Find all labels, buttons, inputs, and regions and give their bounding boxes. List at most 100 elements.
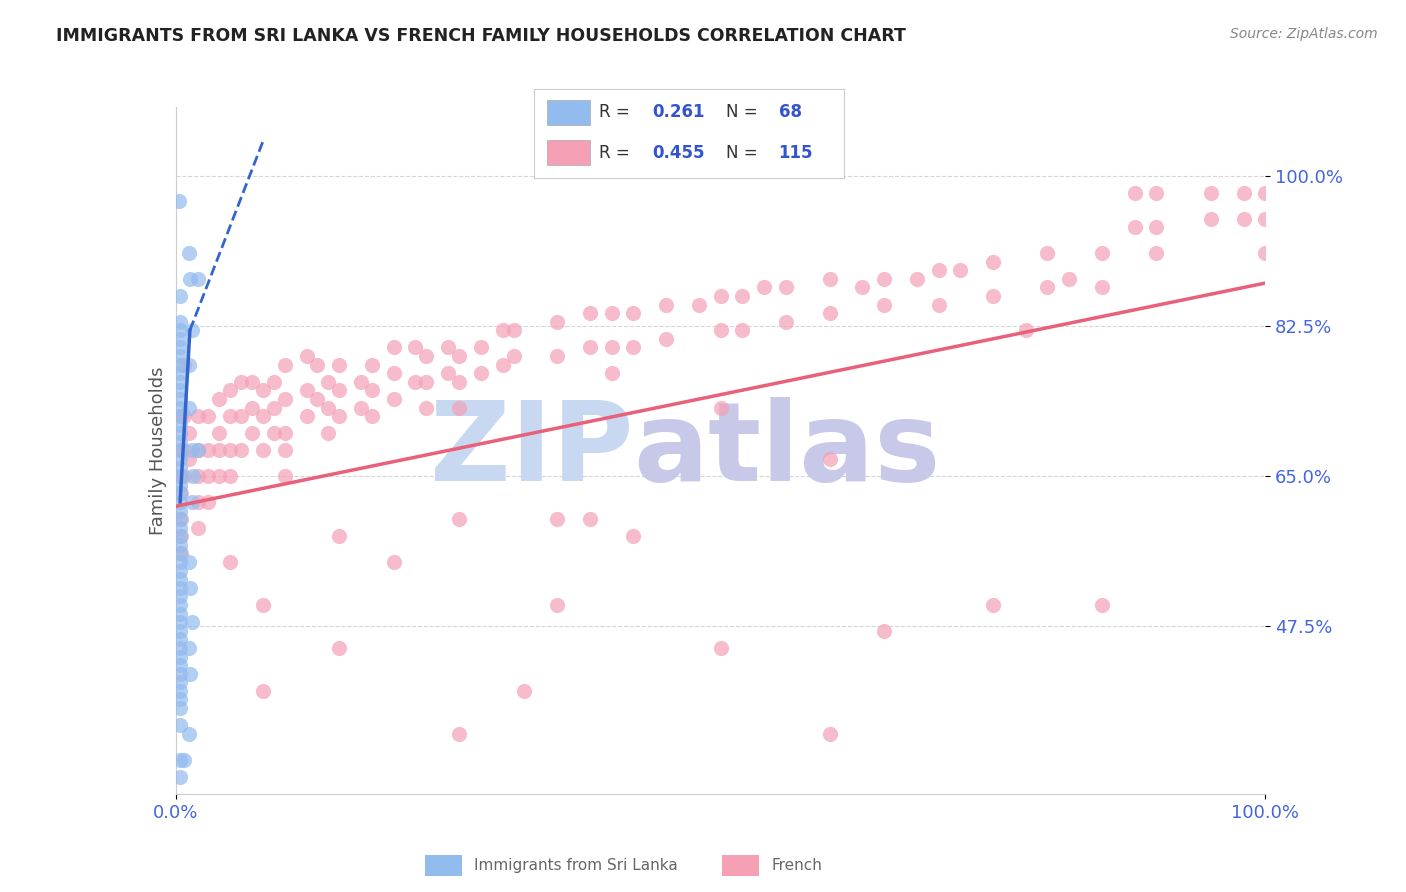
Point	[873, 297, 896, 311]
Point	[775, 280, 797, 294]
Point	[181, 323, 204, 337]
Point	[470, 340, 492, 354]
Point	[818, 727, 841, 741]
Point	[252, 683, 274, 698]
Point	[170, 443, 193, 458]
Point	[181, 615, 204, 630]
Point	[170, 486, 193, 500]
Point	[1254, 246, 1277, 260]
Point	[177, 358, 200, 372]
Point	[181, 469, 204, 483]
Point	[1123, 220, 1146, 235]
Point	[600, 340, 623, 354]
Point	[307, 392, 329, 406]
Point	[328, 640, 350, 655]
Point	[1144, 246, 1167, 260]
Point	[263, 426, 285, 441]
Point	[873, 624, 896, 638]
Point	[621, 529, 644, 543]
Point	[169, 469, 191, 483]
Point	[328, 409, 350, 424]
Point	[169, 598, 191, 612]
Point	[754, 280, 776, 294]
Point	[360, 384, 382, 398]
Point	[208, 443, 231, 458]
Point	[197, 469, 219, 483]
Point	[197, 443, 219, 458]
Point	[382, 340, 405, 354]
Point	[169, 675, 191, 690]
Point	[169, 460, 191, 475]
Point	[219, 469, 242, 483]
Point	[382, 392, 405, 406]
Point	[173, 469, 195, 483]
Point	[186, 469, 209, 483]
Text: French: French	[770, 858, 823, 872]
Point	[186, 443, 209, 458]
Point	[169, 649, 191, 664]
Point	[186, 521, 209, 535]
Point	[382, 555, 405, 569]
Point	[1199, 186, 1222, 200]
Point	[169, 349, 191, 363]
Point	[219, 443, 242, 458]
Text: IMMIGRANTS FROM SRI LANKA VS FRENCH FAMILY HOUSEHOLDS CORRELATION CHART: IMMIGRANTS FROM SRI LANKA VS FRENCH FAMI…	[56, 27, 905, 45]
Point	[1091, 280, 1114, 294]
Point	[415, 401, 437, 415]
Text: Source: ZipAtlas.com: Source: ZipAtlas.com	[1230, 27, 1378, 41]
Point	[405, 340, 427, 354]
Point	[169, 581, 191, 595]
Text: atlas: atlas	[633, 397, 941, 504]
Point	[169, 607, 191, 621]
Point	[731, 323, 754, 337]
Point	[710, 401, 733, 415]
Point	[170, 409, 193, 424]
Point	[179, 666, 201, 681]
Point	[169, 443, 191, 458]
Point	[710, 289, 733, 303]
Point	[295, 409, 318, 424]
Point	[169, 358, 191, 372]
Point	[177, 426, 200, 441]
Point	[546, 512, 568, 526]
FancyBboxPatch shape	[425, 855, 461, 876]
Point	[173, 753, 195, 767]
Y-axis label: Family Households: Family Households	[149, 367, 167, 534]
Point	[170, 469, 193, 483]
Point	[169, 426, 191, 441]
Point	[169, 658, 191, 673]
Point	[169, 529, 191, 543]
Point	[177, 727, 200, 741]
Point	[169, 753, 191, 767]
Point	[328, 358, 350, 372]
Point	[197, 495, 219, 509]
Point	[318, 426, 340, 441]
Point	[1015, 323, 1038, 337]
Point	[546, 598, 568, 612]
FancyBboxPatch shape	[547, 140, 591, 165]
Point	[169, 434, 191, 449]
Point	[274, 469, 297, 483]
Point	[318, 375, 340, 389]
Point	[263, 375, 285, 389]
Point	[350, 375, 373, 389]
Point	[415, 349, 437, 363]
Point	[621, 340, 644, 354]
Point	[186, 409, 209, 424]
Text: 0.455: 0.455	[652, 144, 704, 161]
Point	[169, 624, 191, 638]
Point	[328, 529, 350, 543]
Point	[169, 640, 191, 655]
Point	[1036, 246, 1059, 260]
Point	[1254, 186, 1277, 200]
Point	[274, 358, 297, 372]
Point	[252, 443, 274, 458]
Point	[655, 332, 678, 346]
Point	[181, 495, 204, 509]
Point	[710, 640, 733, 655]
Point	[169, 401, 191, 415]
Point	[360, 358, 382, 372]
Point	[1091, 246, 1114, 260]
Point	[415, 375, 437, 389]
Point	[328, 384, 350, 398]
